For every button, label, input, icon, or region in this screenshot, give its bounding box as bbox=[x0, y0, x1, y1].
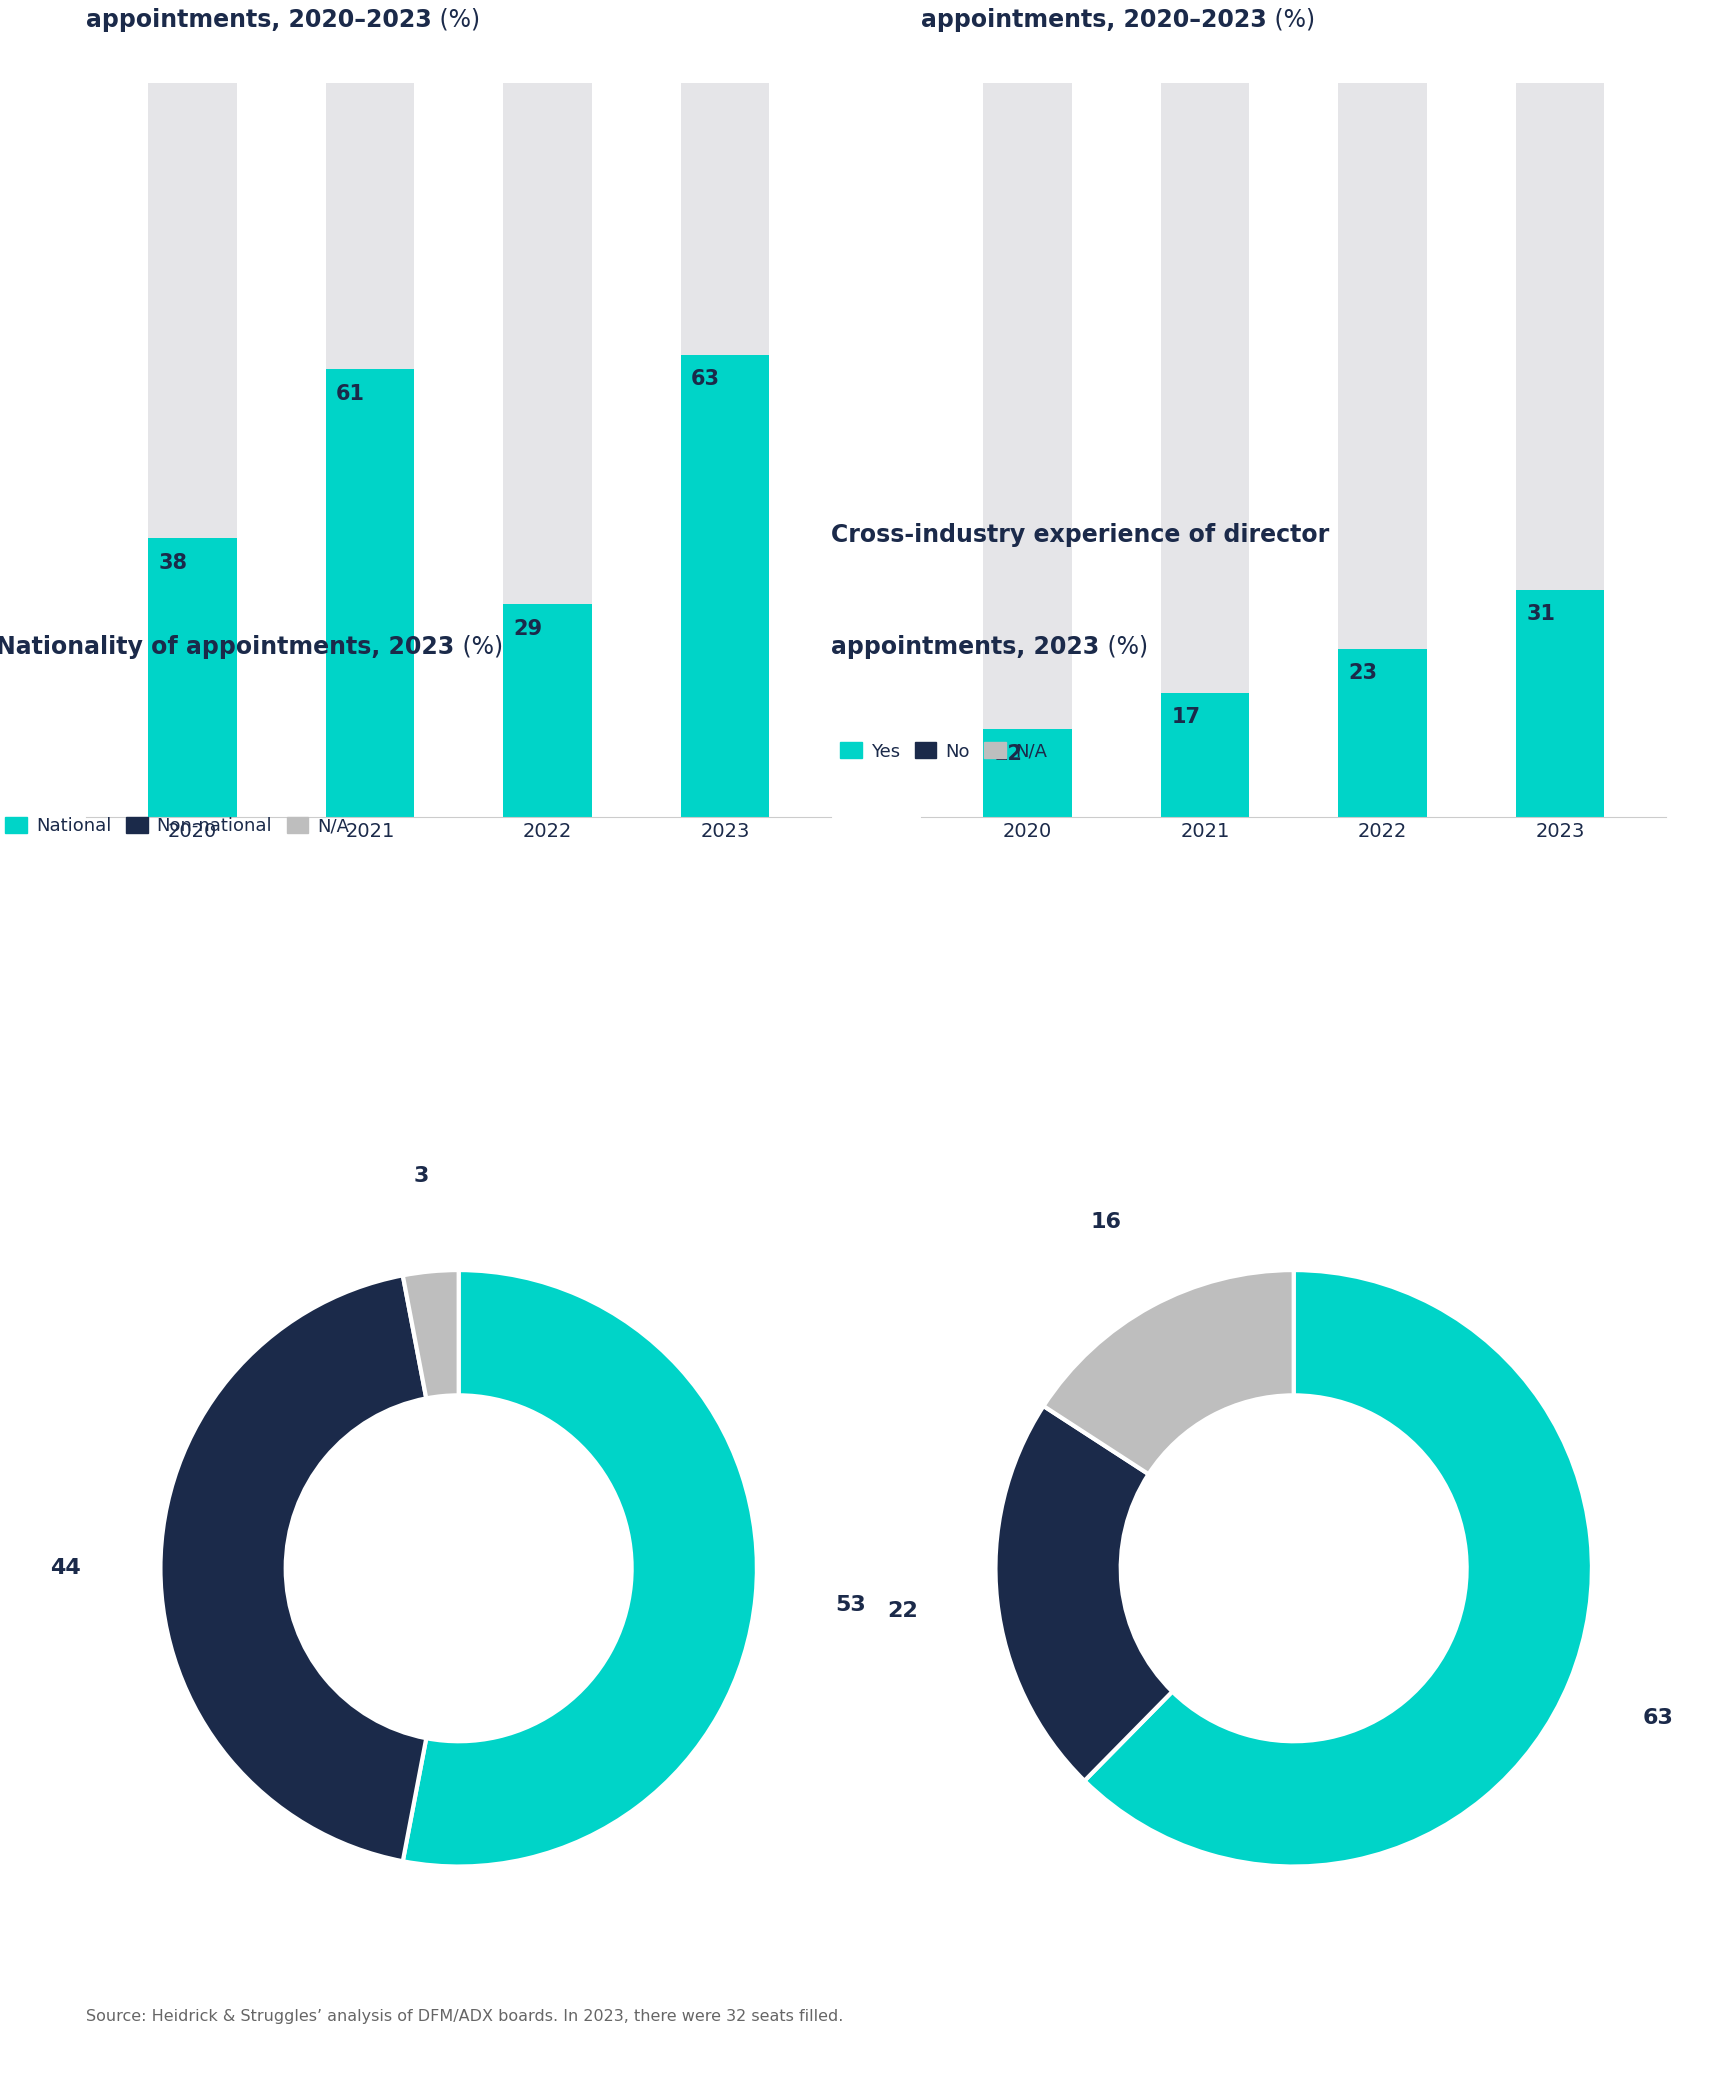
Text: 63: 63 bbox=[691, 370, 720, 390]
Bar bbox=[1161, 693, 1249, 818]
Text: 63: 63 bbox=[1642, 1709, 1673, 1727]
Bar bbox=[325, 83, 414, 818]
Bar bbox=[680, 83, 770, 818]
Wedge shape bbox=[995, 1405, 1172, 1781]
Text: (%): (%) bbox=[1266, 8, 1314, 31]
Text: 22: 22 bbox=[886, 1601, 917, 1621]
Text: (%): (%) bbox=[1100, 635, 1148, 658]
Legend: Yes, No, N/A: Yes, No, N/A bbox=[840, 743, 1046, 760]
Text: 61: 61 bbox=[337, 384, 366, 405]
Text: (%): (%) bbox=[455, 635, 503, 658]
Bar bbox=[983, 83, 1072, 818]
Text: appointments, 2020–2023: appointments, 2020–2023 bbox=[921, 8, 1266, 31]
Bar bbox=[1515, 83, 1605, 818]
Text: 38: 38 bbox=[158, 552, 187, 573]
Text: 17: 17 bbox=[1172, 708, 1201, 727]
Bar bbox=[1338, 648, 1428, 818]
Bar bbox=[983, 729, 1072, 818]
Wedge shape bbox=[1084, 1271, 1593, 1866]
Text: appointments, 2020–2023: appointments, 2020–2023 bbox=[86, 8, 431, 31]
Wedge shape bbox=[160, 1275, 426, 1862]
Bar bbox=[325, 370, 414, 818]
Text: 16: 16 bbox=[1091, 1212, 1122, 1233]
Text: 29: 29 bbox=[514, 619, 543, 639]
Text: 31: 31 bbox=[1526, 604, 1555, 625]
Bar bbox=[680, 355, 770, 818]
Text: Source: Heidrick & Struggles’ analysis of DFM/ADX boards. In 2023, there were 32: Source: Heidrick & Struggles’ analysis o… bbox=[86, 2010, 844, 2024]
Legend: National, Non-national, N/A: National, Non-national, N/A bbox=[5, 816, 349, 835]
Wedge shape bbox=[402, 1271, 459, 1399]
Text: (%): (%) bbox=[431, 8, 479, 31]
Text: 53: 53 bbox=[835, 1594, 866, 1615]
Bar bbox=[503, 83, 591, 818]
Text: Nationality of appointments, 2023: Nationality of appointments, 2023 bbox=[0, 635, 455, 658]
Text: 44: 44 bbox=[50, 1559, 81, 1578]
Bar bbox=[503, 604, 591, 818]
Text: appointments, 2023: appointments, 2023 bbox=[832, 635, 1100, 658]
Bar bbox=[1515, 590, 1605, 818]
Bar bbox=[148, 538, 237, 818]
Wedge shape bbox=[402, 1271, 758, 1866]
Text: 23: 23 bbox=[1349, 662, 1378, 683]
Text: 12: 12 bbox=[993, 743, 1022, 764]
Text: Cross-industry experience of director: Cross-industry experience of director bbox=[832, 523, 1330, 546]
Bar bbox=[1338, 83, 1428, 818]
Bar bbox=[1161, 83, 1249, 818]
Bar bbox=[148, 83, 237, 818]
Wedge shape bbox=[1043, 1271, 1294, 1474]
Text: 3: 3 bbox=[414, 1167, 430, 1185]
